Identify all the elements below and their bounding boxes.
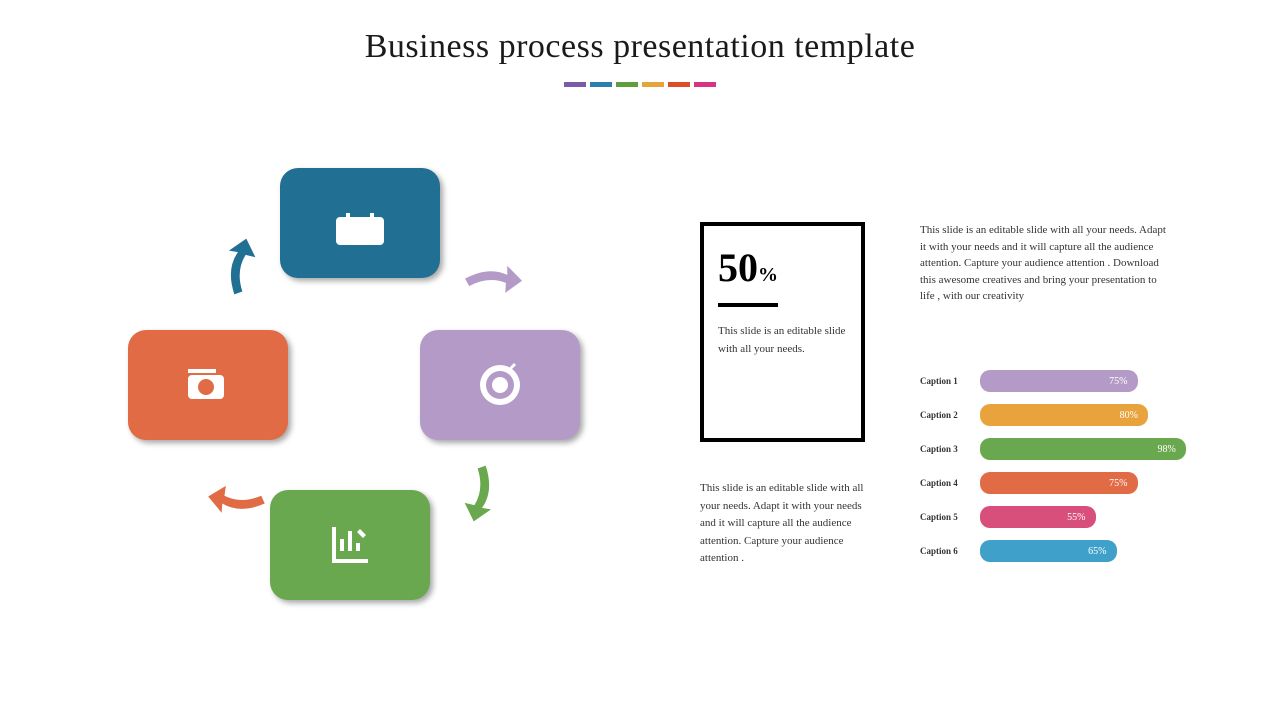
- stat-value: 50%: [718, 244, 847, 291]
- bar-fill: 65%: [980, 540, 1117, 562]
- chart-icon: [326, 521, 374, 569]
- divider-segment: [642, 82, 664, 87]
- bar-row-4: Caption 555%: [920, 506, 1200, 528]
- divider-segment: [564, 82, 586, 87]
- bar-row-0: Caption 175%: [920, 370, 1200, 392]
- bar-row-2: Caption 398%: [920, 438, 1200, 460]
- bar-fill: 75%: [980, 472, 1138, 494]
- target-icon: [476, 361, 524, 409]
- bar-caption: Caption 6: [920, 546, 980, 556]
- bar-caption: Caption 4: [920, 478, 980, 488]
- cycle-node-chart: [270, 490, 430, 600]
- slide-title: Business process presentation template: [0, 28, 1280, 66]
- money-icon: [184, 361, 232, 409]
- divider-segment: [694, 82, 716, 87]
- cycle-arrow-3: [198, 228, 283, 313]
- bar-fill: 75%: [980, 370, 1138, 392]
- divider-segment: [590, 82, 612, 87]
- bar-caption: Caption 2: [920, 410, 980, 420]
- description-top: This slide is an editable slide with all…: [920, 222, 1170, 305]
- bar-fill: 80%: [980, 404, 1148, 426]
- bar-caption: Caption 1: [920, 376, 980, 386]
- bar-row-5: Caption 665%: [920, 540, 1200, 562]
- cycle-diagram: [120, 160, 600, 640]
- bar-caption: Caption 3: [920, 444, 980, 454]
- bar-chart: Caption 175%Caption 280%Caption 398%Capt…: [920, 370, 1200, 574]
- bar-row-3: Caption 475%: [920, 472, 1200, 494]
- cycle-arrow-1: [438, 448, 523, 533]
- cycle-node-target: [420, 330, 580, 440]
- divider-segment: [616, 82, 638, 87]
- stat-caption: This slide is an editable slide with all…: [718, 323, 847, 358]
- bar-caption: Caption 5: [920, 512, 980, 522]
- divider-segment: [668, 82, 690, 87]
- briefcase-icon: [336, 199, 384, 247]
- cycle-arrow-0: [448, 238, 533, 323]
- title-divider: [564, 82, 716, 87]
- description-below: This slide is an editable slide with all…: [700, 480, 880, 568]
- cycle-node-money: [128, 330, 288, 440]
- bar-fill: 98%: [980, 438, 1186, 460]
- cycle-node-briefcase: [280, 168, 440, 278]
- bar-row-1: Caption 280%: [920, 404, 1200, 426]
- stat-box: 50% This slide is an editable slide with…: [700, 222, 865, 442]
- bar-fill: 55%: [980, 506, 1096, 528]
- stat-rule: [718, 303, 778, 307]
